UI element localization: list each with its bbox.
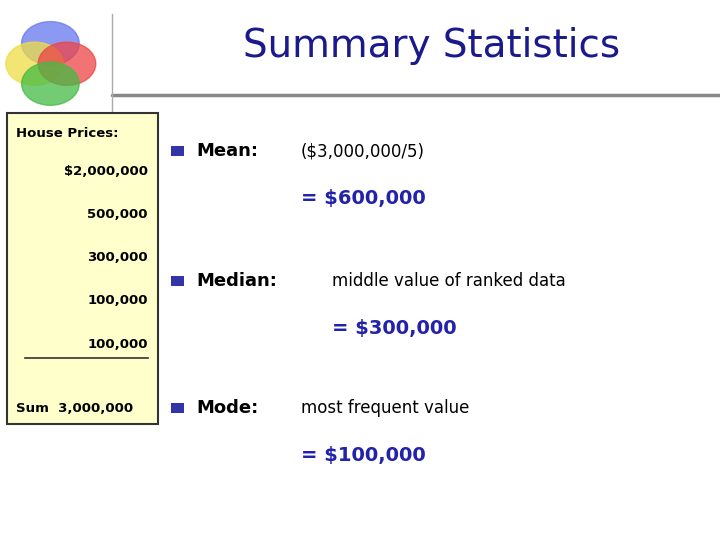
Text: 500,000: 500,000 [87, 208, 148, 221]
Text: Median:: Median: [197, 272, 277, 290]
Text: ($3,000,000/5): ($3,000,000/5) [301, 142, 425, 160]
Text: 100,000: 100,000 [87, 294, 148, 307]
Text: $2,000,000: $2,000,000 [63, 165, 148, 178]
Text: Mode:: Mode: [197, 399, 258, 417]
Text: = $100,000: = $100,000 [301, 446, 426, 465]
Text: = $600,000: = $600,000 [301, 189, 426, 208]
Bar [171, 403, 184, 413]
Text: Mean:: Mean: [197, 142, 258, 160]
Text: House Prices:: House Prices: [16, 127, 118, 140]
FancyBboxPatch shape [7, 113, 158, 424]
Circle shape [6, 42, 63, 85]
Text: Sum  3,000,000: Sum 3,000,000 [16, 402, 133, 415]
Text: most frequent value: most frequent value [301, 399, 469, 417]
Text: 300,000: 300,000 [87, 251, 148, 264]
Circle shape [22, 62, 79, 105]
Text: = $300,000: = $300,000 [332, 319, 456, 338]
Bar [171, 276, 184, 286]
Text: Summary Statistics: Summary Statistics [243, 27, 621, 65]
Text: 100,000: 100,000 [87, 338, 148, 350]
Circle shape [38, 42, 96, 85]
Circle shape [22, 22, 79, 65]
Text: middle value of ranked data: middle value of ranked data [332, 272, 566, 290]
Bar [171, 146, 184, 156]
